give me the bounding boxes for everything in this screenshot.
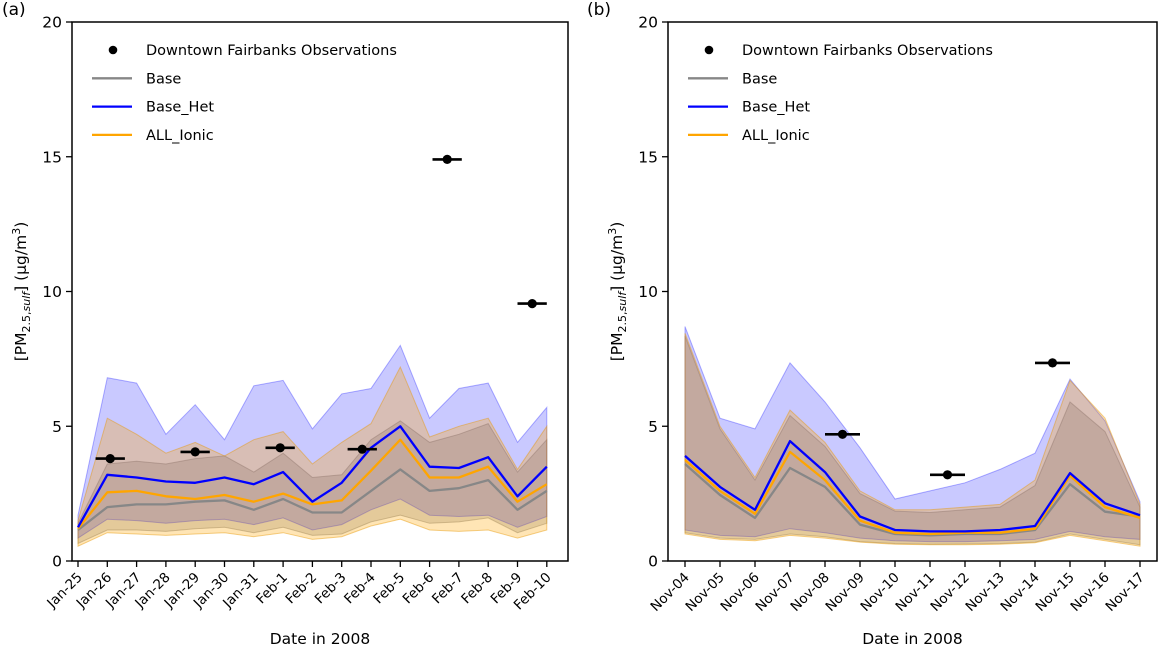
legend: Downtown Fairbanks Observations Base Base_… <box>688 43 993 144</box>
panel-b: (b) Nov-04 Nov-05 Nov-06 Nov-07 Nov-08 Nov-09… <box>581 0 1162 655</box>
obs-point <box>942 470 953 480</box>
legend-marker-icon <box>108 45 118 55</box>
y-tick-label: 10 <box>638 283 658 301</box>
line-Base_Het <box>76 425 548 528</box>
line-Base_Het <box>684 439 1141 533</box>
y-axis-label: [PM2.5,sulf] (µg/m3) <box>10 222 33 362</box>
uncertainty-bands <box>684 326 1141 547</box>
obs-point <box>190 447 200 457</box>
x-tick-label: Feb-8 <box>458 570 496 608</box>
legend-label: Base_Het <box>146 100 214 116</box>
y-tick-label: 5 <box>648 418 658 436</box>
legend-label: Downtown Fairbanks Observations <box>742 43 993 59</box>
x-tick-label: Feb-5 <box>370 570 408 608</box>
y-tick-label: 20 <box>638 14 658 32</box>
line-Base <box>77 468 548 531</box>
panel-b-letter: (b) <box>587 0 612 20</box>
legend-label: Base <box>146 71 181 87</box>
x-axis: Jan-25Jan-26Jan-27Jan-28Jan-29Jan-30Jan-… <box>43 561 555 613</box>
observations <box>95 154 547 464</box>
band-ALL_Ionic-range <box>684 333 1141 547</box>
line-ALL_Ionic <box>684 450 1141 536</box>
chart-b: Nov-04Nov-05Nov-06Nov-07Nov-08Nov-09Nov-… <box>606 14 1158 648</box>
x-axis-label: Date in 2008 <box>862 630 962 648</box>
legend-label: Base <box>742 71 777 87</box>
obs-point <box>275 443 285 453</box>
band-Base-range <box>77 420 548 545</box>
panel-a: (a) Jan-25 Jan-26 Jan-27 Jan-28 Jan-29 Jan-30… <box>0 0 581 655</box>
y-axis: 0 5 10 15 20 <box>638 14 668 571</box>
legend-label: ALL_Ionic <box>742 128 810 144</box>
chart-a: Jan-25Jan-26Jan-27Jan-28Jan-29Jan-30Jan-… <box>10 14 569 648</box>
y-tick-label: 15 <box>42 148 62 166</box>
x-tick-label: Feb-3 <box>312 570 350 608</box>
line-Base <box>684 463 1141 537</box>
x-tick-label: Feb-4 <box>341 570 379 608</box>
model-lines <box>684 439 1141 537</box>
y-axis: 0 5 10 15 20 <box>42 14 72 571</box>
x-tick-label: Nov-17 <box>1103 570 1148 615</box>
y-tick-label: 0 <box>648 553 658 571</box>
legend-marker-icon <box>704 45 714 55</box>
panel-a-letter: (a) <box>2 0 26 20</box>
line-ALL_Ionic <box>77 438 548 530</box>
band-Base_Het-range <box>684 326 1141 543</box>
legend-label: Downtown Fairbanks Observations <box>146 43 397 59</box>
obs-point <box>1047 358 1058 368</box>
x-tick-label: Feb-2 <box>282 570 320 608</box>
x-tick-label: Feb-6 <box>400 570 438 608</box>
x-axis: Nov-04Nov-05Nov-06Nov-07Nov-08Nov-09Nov-… <box>648 561 1148 615</box>
legend: Downtown Fairbanks Observations Base Base_… <box>92 43 397 144</box>
y-tick-label: 20 <box>42 14 62 32</box>
obs-point <box>527 299 537 309</box>
obs-point <box>105 454 115 464</box>
x-axis-label: Date in 2008 <box>270 630 370 648</box>
obs-point <box>442 154 452 164</box>
y-tick-label: 10 <box>42 283 62 301</box>
legend-label: ALL_Ionic <box>146 128 214 144</box>
legend-label: Base_Het <box>742 100 810 116</box>
observations <box>825 358 1070 480</box>
x-tick-label: Feb-7 <box>429 570 467 608</box>
x-tick-label: Feb-1 <box>253 570 291 608</box>
model-lines <box>76 425 548 531</box>
y-axis-label: [PM2.5,sulf] (µg/m3) <box>606 222 629 362</box>
obs-point <box>357 444 367 454</box>
uncertainty-bands <box>77 344 548 547</box>
band-Base-range <box>684 335 1141 546</box>
y-tick-label: 15 <box>638 148 658 166</box>
y-tick-label: 5 <box>52 418 62 436</box>
obs-point <box>837 429 848 439</box>
y-tick-label: 0 <box>52 553 62 571</box>
